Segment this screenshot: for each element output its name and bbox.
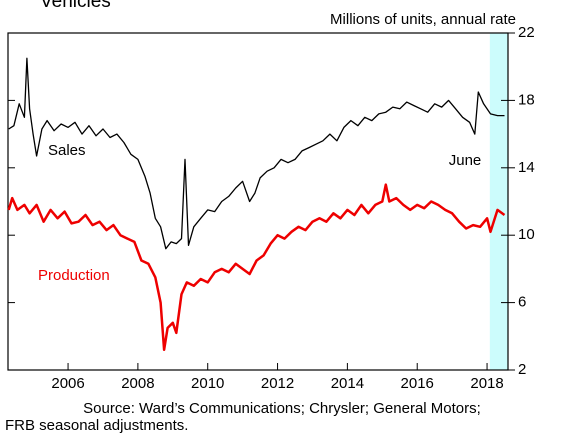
- annotation: June: [449, 152, 482, 169]
- x-tick-label: 2014: [331, 375, 364, 392]
- source-note: Source: Ward’s Communications; Chrysler;…: [83, 400, 481, 417]
- y-tick-label: 22: [518, 24, 535, 41]
- source-note: FRB seasonal adjustments.: [5, 417, 188, 434]
- plot-frame: [7, 32, 509, 371]
- y-axis-label: Millions of units, annual rate: [330, 11, 516, 28]
- y-tick-label: 6: [518, 294, 526, 311]
- y-tick-label: 2: [518, 361, 526, 378]
- series-line: [8, 57, 505, 250]
- x-tick-label: 2018: [470, 375, 503, 392]
- highlight-band: [489, 33, 508, 370]
- x-tick-label: 2010: [191, 375, 224, 392]
- x-tick-label: 2016: [401, 375, 434, 392]
- x-tick-label: 2008: [121, 375, 154, 392]
- y-tick-label: 10: [518, 226, 535, 243]
- series-label: Sales: [48, 142, 86, 159]
- y-tick-label: 14: [518, 159, 535, 176]
- chart-title: Vehicles: [40, 0, 111, 12]
- series-label: Production: [38, 267, 110, 284]
- x-tick-label: 2006: [51, 375, 84, 392]
- series-line: [7, 183, 506, 352]
- y-tick-label: 18: [518, 91, 535, 108]
- x-tick-label: 2012: [261, 375, 294, 392]
